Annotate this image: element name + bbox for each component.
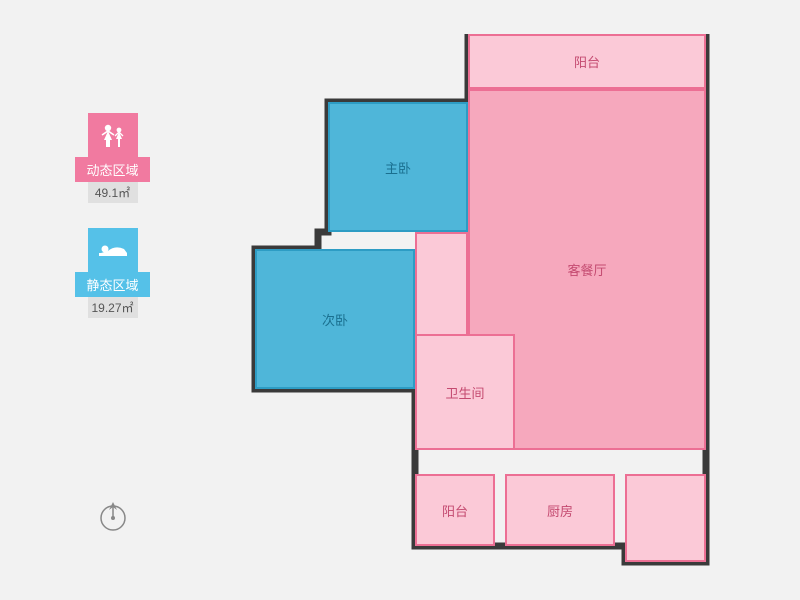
legend-static-label: 静态区域 [75, 272, 150, 297]
legend-static: 静态区域 19.27㎡ [75, 228, 150, 318]
sleep-icon [88, 228, 138, 272]
legend-dynamic-label: 动态区域 [75, 157, 150, 182]
room-label-balcony-top: 阳台 [574, 52, 600, 71]
compass-icon [95, 498, 131, 534]
legend-panel: 动态区域 49.1㎡ 静态区域 19.27㎡ [75, 113, 150, 343]
legend-static-value: 19.27㎡ [88, 297, 138, 318]
room-balcony-bot: 阳台 [415, 474, 495, 546]
room-label-second-bed: 次卧 [322, 310, 348, 329]
people-icon [88, 113, 138, 157]
legend-dynamic-value: 49.1㎡ [88, 182, 138, 203]
room-bathroom: 卫生间 [415, 334, 515, 450]
legend-dynamic: 动态区域 49.1㎡ [75, 113, 150, 203]
room-label-balcony-bot: 阳台 [442, 501, 468, 520]
room-label-kitchen: 厨房 [547, 501, 573, 520]
room-second-bed: 次卧 [255, 249, 415, 389]
room-label-bathroom: 卫生间 [445, 383, 484, 402]
floorplan: 阳台客餐厅主卧次卧卫生间阳台厨房 [243, 34, 723, 562]
room-master-bed: 主卧 [328, 102, 468, 232]
room-label-living-dining: 客餐厅 [567, 260, 606, 279]
room-label-master-bed: 主卧 [385, 158, 411, 177]
room-balcony-top: 阳台 [468, 34, 706, 89]
room-stub-right [625, 474, 706, 562]
room-kitchen: 厨房 [505, 474, 615, 546]
